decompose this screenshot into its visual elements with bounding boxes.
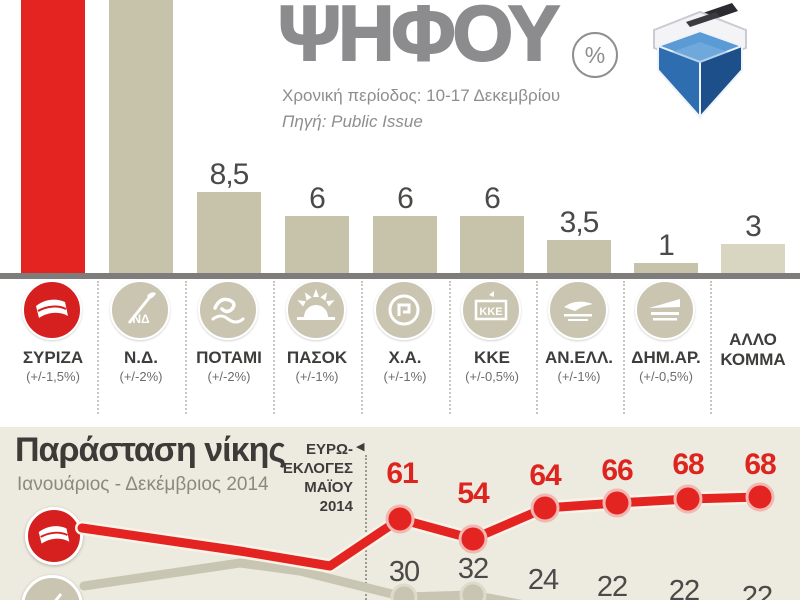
bar-anel: [547, 240, 611, 273]
kke-logo-icon: ΚΚΕ: [461, 280, 521, 340]
trend-title: Παράσταση νίκης: [15, 431, 286, 469]
period-label: Χρονική περίοδος: 10-17 Δεκεμβρίου: [282, 86, 561, 105]
annotation-arrow-icon: ◀: [356, 441, 365, 453]
red-value-3: 64: [529, 459, 561, 492]
column-divider: [185, 281, 187, 414]
bar-syriza: [21, 0, 85, 273]
party-name-pasok: ΠΑΣΟΚ: [286, 348, 348, 367]
dimar-logo-icon: [635, 280, 695, 340]
annotation-line: ΜΑΪΟΥ: [304, 479, 353, 496]
party-margin-nd: (+/-2%): [119, 369, 163, 384]
party-name-other-line1: ΑΛΛΟ: [729, 330, 777, 349]
column-divider: [536, 281, 538, 414]
bar-kke: [460, 216, 524, 273]
svg-text:ΚΚΕ: ΚΚΕ: [479, 306, 502, 318]
bar-value-anel: 3,5: [559, 206, 600, 239]
column-divider: [623, 281, 625, 414]
party-margin-syriza: (+/-1,5%): [26, 369, 80, 384]
arrow-banner-icon: [649, 299, 680, 321]
party-name-potami: ΠΟΤΑΜΙ: [196, 348, 262, 367]
bar-potami: [197, 192, 261, 273]
party-margin-potami: (+/-2%): [207, 369, 251, 384]
bar-value-dimar: 1: [658, 229, 675, 262]
euro-elections-dotted-line: [365, 455, 367, 600]
bar-nd: [109, 0, 173, 273]
column-divider: [97, 281, 99, 414]
gray-value-2: 32: [457, 553, 489, 585]
party-margin-dimar: (+/-0,5%): [639, 369, 693, 384]
pasok-logo-icon: [286, 280, 346, 340]
bar-pasok: [285, 216, 349, 273]
party-name-xa: Χ.Α.: [388, 348, 422, 367]
bar-xa: [373, 216, 437, 273]
torch-icon: ΝΔ: [127, 292, 156, 326]
bar-value-kke: 6: [484, 182, 501, 215]
bird-icon: [564, 301, 593, 321]
bar-other: [721, 244, 785, 273]
flag-icon: [36, 299, 68, 318]
sun-icon: [297, 289, 335, 320]
nd-logo-icon: ΝΔ: [110, 280, 170, 340]
annotation-line: ΕΚΛΟΓΕΣ: [282, 460, 353, 477]
annotation-line: 2014: [319, 498, 353, 515]
column-divider: [273, 281, 275, 414]
bar-value-pasok: 6: [309, 182, 326, 215]
party-name-kke: ΚΚΕ: [474, 348, 510, 367]
syriza-logo-icon: [22, 280, 82, 340]
party-name-dimar: ΔΗΜ.ΑΡ.: [631, 348, 701, 367]
column-divider: [449, 281, 451, 414]
bar-value-xa: 6: [397, 182, 414, 215]
xa-logo-icon: [374, 280, 434, 340]
potami-logo-icon: [198, 280, 258, 340]
percent-badge-icon: %: [572, 32, 618, 78]
river-wave-icon: [211, 297, 245, 324]
trend-syriza-logo-icon: [25, 507, 83, 565]
red-value-5: 68: [672, 448, 704, 481]
gray-value-5: 22: [668, 575, 700, 600]
flag-icon: [38, 526, 70, 544]
svg-text:ΝΔ: ΝΔ: [132, 312, 150, 326]
meander-icon: [388, 294, 420, 326]
euro-elections-annotation: ΕΥΡΩ- ΕΚΛΟΓΕΣ ΜΑΪΟΥ 2014: [240, 440, 353, 516]
red-value-1: 61: [386, 457, 418, 490]
party-margin-anel: (+/-1%): [557, 369, 601, 384]
kke-flag-icon: ΚΚΕ: [474, 291, 508, 321]
party-name-syriza: ΣΥΡΙΖΑ: [22, 348, 84, 367]
party-name-other-line2: ΚΟΜΜΑ: [720, 350, 786, 369]
column-divider: [710, 281, 712, 414]
column-divider: [361, 281, 363, 414]
page-title: ΨΗΦΟΥ: [277, 0, 561, 78]
party-name-nd: Ν.Δ.: [124, 348, 158, 367]
gray-value-3: 24: [527, 564, 559, 596]
red-value-4: 66: [601, 454, 633, 487]
red-value-6: 68: [744, 448, 776, 481]
bar-chart-baseline: [0, 273, 800, 279]
bar-value-other: 3: [745, 210, 762, 243]
party-name-anel: ΑΝ.ΕΛΛ.: [544, 348, 614, 367]
party-margin-xa: (+/-1%): [383, 369, 427, 384]
anel-logo-icon: [548, 280, 608, 340]
torch-icon: ΝΔ: [54, 593, 63, 600]
bar-dimar: [634, 263, 698, 273]
gray-value-1: 30: [388, 556, 420, 588]
gray-value-4: 22: [596, 571, 628, 600]
party-margin-pasok: (+/-1%): [295, 369, 339, 384]
party-margin-kke: (+/-0,5%): [465, 369, 519, 384]
source-label: Πηγή: Public Issue: [282, 112, 423, 131]
annotation-line: ΕΥΡΩ-: [305, 441, 353, 458]
red-value-2: 54: [457, 477, 489, 510]
bar-value-potami: 8,5: [209, 158, 250, 191]
ballot-box-icon: [653, 3, 747, 120]
trend-subtitle: Ιανουάριος - Δεκέμβριος 2014: [17, 474, 269, 495]
gray-value-6: 22: [741, 581, 773, 600]
